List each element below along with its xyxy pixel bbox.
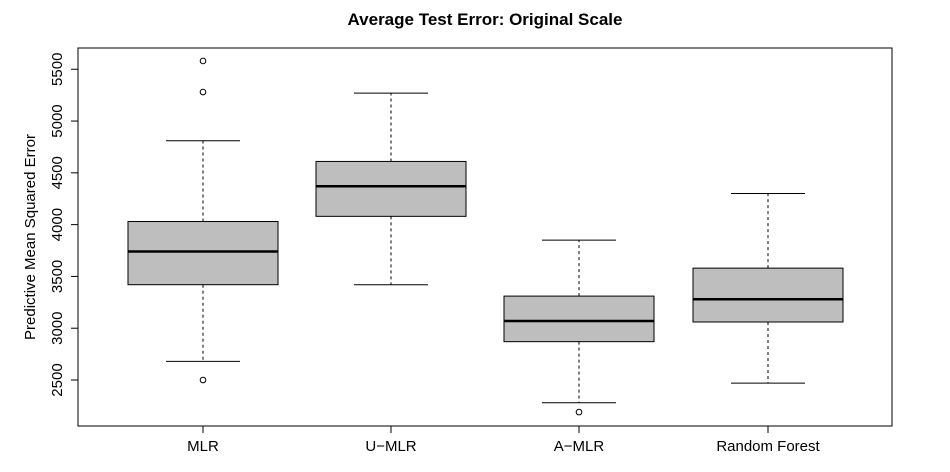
- y-tick-label: 2500: [49, 363, 66, 396]
- plot-area: 2500 3000 3500 4000 4500 5000 5500 MLR U−MLR A−ML…: [49, 53, 844, 455]
- y-tick-label: 4500: [49, 156, 66, 189]
- box-iqr: [692, 267, 844, 323]
- y-tick-label: 3500: [49, 260, 66, 293]
- x-tick-label: Random Forest: [716, 438, 820, 455]
- outlier-point: [199, 376, 207, 384]
- x-tick-label: U−MLR: [365, 438, 416, 455]
- y-tick-label: 5500: [49, 53, 66, 86]
- y-tick-label: 5000: [49, 104, 66, 137]
- box-iqr: [315, 160, 467, 217]
- y-axis-label: Predictive Mean Squared Error: [22, 134, 39, 340]
- y-tick-label: 4000: [49, 208, 66, 241]
- x-tick-label: MLR: [187, 438, 219, 455]
- x-tick-label: A−MLR: [554, 438, 605, 455]
- chart-title: Average Test Error: Original Scale: [348, 10, 623, 29]
- y-tick-label: 3000: [49, 312, 66, 345]
- outlier-point: [199, 88, 207, 96]
- box-iqr: [127, 221, 279, 286]
- box-iqr: [503, 295, 655, 343]
- outlier-point: [575, 408, 583, 416]
- outlier-point: [199, 57, 207, 65]
